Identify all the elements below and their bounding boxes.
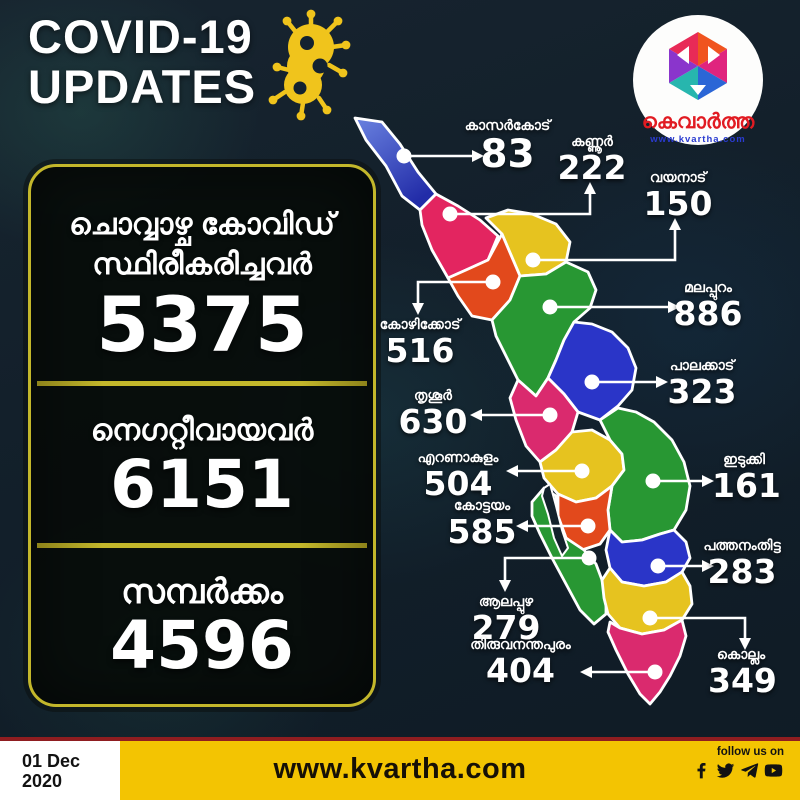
stat-contact-value: 4596 <box>110 606 294 684</box>
stat-confirmed-value: 5375 <box>96 279 308 369</box>
label-idukki: ഇടുക്കി 161 <box>712 451 781 505</box>
date-box: 01 Dec 2020 <box>0 741 120 800</box>
page-title: COVID-19 UPDATES <box>28 10 257 114</box>
callout-arrowheads <box>412 150 751 678</box>
website-text: www.kvartha.com <box>273 753 527 785</box>
youtube-icon <box>764 764 783 777</box>
label-palakkad: പാലക്കാട് 323 <box>667 357 737 411</box>
stat-confirmed-label-1: ചൊവ്വാഴ്ച കോവിഡ് <box>69 207 335 241</box>
label-kollam: കൊല്ലം 349 <box>708 646 777 700</box>
stat-confirmed: ചൊവ്വാഴ്ച കോവിഡ് സ്ഥിരീകരിച്ചവർ 5375 <box>31 167 373 391</box>
telegram-icon <box>741 763 759 778</box>
panel-divider-1 <box>37 381 367 386</box>
stat-negative-label: നെഗറ്റീവായവർ <box>90 413 314 447</box>
kvartha-logo: കെവാർത്ത www.kvartha.com <box>633 15 763 145</box>
title-line2: UPDATES <box>28 60 257 114</box>
label-alappuzha: ആലപ്പുഴ 279 <box>471 593 541 647</box>
district-thiruvananthapuram <box>606 618 688 706</box>
stat-confirmed-label-2: സ്ഥിരീകരിച്ചവർ <box>92 248 312 282</box>
stat-contact: സമ്പർക്കം 4596 <box>31 548 373 704</box>
label-kannur: കണ്ണൂർ 222 <box>557 133 627 187</box>
label-ernakulam: എറണാകുളം 504 <box>417 449 499 503</box>
logo-url: www.kvartha.com <box>649 134 745 145</box>
title-line1: COVID-19 <box>28 10 253 63</box>
district-kasaragod <box>353 116 438 212</box>
stats-panel: ചൊവ്വാഴ്ച കോവിഡ് സ്ഥിരീകരിച്ചവർ 5375 നെഗ… <box>28 164 376 707</box>
kerala-map: കാസർകോട് 83 കണ്ണൂർ 222 വയനാട് 150 കോഴിക്… <box>353 110 800 710</box>
label-thiruvananthapuram: തിരുവനന്തപുരം 404 <box>470 636 571 690</box>
label-kottayam: കോട്ടയം 585 <box>447 497 517 551</box>
label-kozhikode: കോഴിക്കോട് 516 <box>379 316 461 370</box>
stat-negative: നെഗറ്റീവായവർ 6151 <box>31 386 373 543</box>
social-icons-row <box>691 760 784 781</box>
date-line1: 01 Dec <box>22 751 81 771</box>
label-thrissur: തൃശൂർ 630 <box>398 387 468 441</box>
follow-us-text: follow us on <box>716 746 784 758</box>
follow-block: follow us on <box>691 746 784 781</box>
stat-contact-label: സമ്പർക്കം <box>121 572 283 611</box>
callout-lines <box>404 154 747 674</box>
label-pathanamthitta: പത്തനംതിട്ട 283 <box>703 537 781 591</box>
facebook-icon <box>697 763 706 779</box>
panel-divider-2 <box>37 543 367 548</box>
label-kasaragod: കാസർകോട് 83 <box>464 117 551 177</box>
logo-title: കെവാർത്ത <box>642 110 756 133</box>
coronavirus-icon <box>268 9 351 121</box>
stat-negative-value: 6151 <box>110 446 294 524</box>
footer-bar: 01 Dec 2020 www.kvartha.com follow us on <box>0 737 800 800</box>
district-dots <box>396 148 666 680</box>
backwater-sliver <box>541 483 569 557</box>
logo-cube-icon <box>669 32 727 100</box>
date-line2: 2020 <box>22 771 63 792</box>
twitter-icon <box>716 763 735 778</box>
label-wayanad: വയനാട് 150 <box>643 169 713 223</box>
label-malappuram: മലപ്പുറം 886 <box>673 279 743 333</box>
